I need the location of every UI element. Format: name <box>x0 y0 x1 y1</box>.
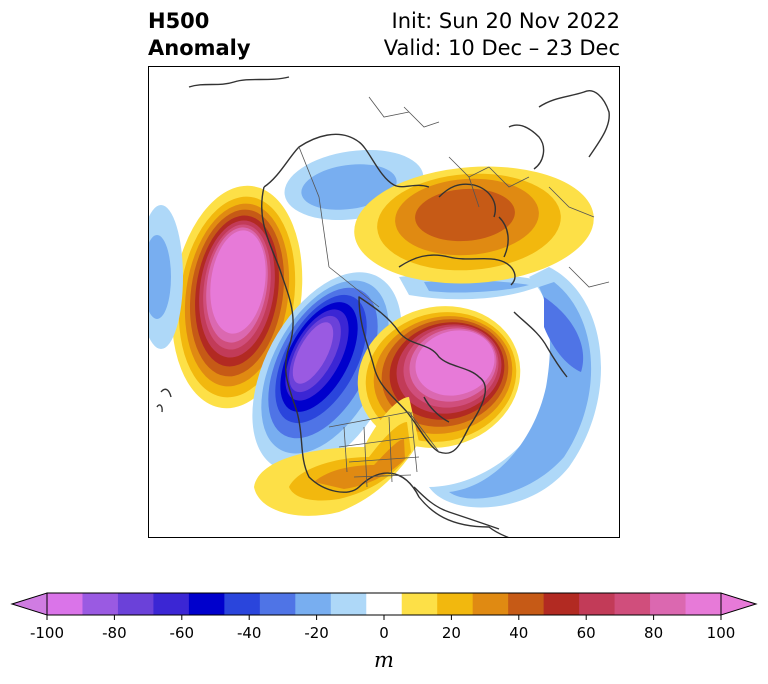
colorbar-tick-label: -100 <box>29 624 65 642</box>
colorbar-segment <box>508 593 545 615</box>
colorbar-segment <box>188 593 225 615</box>
colorbar-tick-label: 60 <box>576 624 596 642</box>
colorbar-tick-label: 80 <box>644 624 664 642</box>
colorbar-segment <box>259 593 296 615</box>
colorbar-segment <box>401 593 438 615</box>
colorbar-tick-label: 100 <box>706 624 736 642</box>
colorbar-strip <box>10 592 758 620</box>
map-canvas <box>149 67 619 537</box>
colorbar-tick-label: -80 <box>102 624 127 642</box>
colorbar-tick-label: 0 <box>379 624 389 642</box>
north-atlantic-trough <box>399 267 602 508</box>
colorbar-segment <box>82 593 119 615</box>
colorbar-over-arrow <box>720 592 758 616</box>
colorbar-segment <box>153 593 190 615</box>
colorbar-tick-label: -20 <box>304 624 329 642</box>
colorbar-segment <box>437 593 474 615</box>
colorbar-segment <box>472 593 509 615</box>
colorbar-segment <box>47 593 83 615</box>
political-borders <box>298 96 610 488</box>
colorbar-segment <box>366 593 403 615</box>
colorbar-segment <box>579 593 616 615</box>
eastern-canada-ridge <box>357 306 521 448</box>
colorbar-segment <box>614 593 651 615</box>
colorbar-segment <box>330 593 367 615</box>
map-title: H500 Anomaly <box>148 9 251 60</box>
forecast-times: Init: Sun 20 Nov 2022 Valid: 10 Dec – 23… <box>384 8 620 62</box>
europe-ridge <box>354 166 594 284</box>
colorbar-segment <box>295 593 332 615</box>
colorbar-tick-label: 20 <box>441 624 461 642</box>
colorbar-segment <box>650 593 687 615</box>
colorbar-tick-label: -60 <box>169 624 195 642</box>
colorbar-segment <box>685 593 722 615</box>
colorbar-segment <box>543 593 580 615</box>
anomaly-map <box>148 66 620 538</box>
valid-time: Valid: 10 Dec – 23 Dec <box>383 36 620 60</box>
colorbar-tick-label: -40 <box>236 624 262 642</box>
western-na-trough <box>252 272 402 472</box>
colorbar: -100 -80 -60 -40 -20 0 20 40 60 80 100 m <box>0 590 768 680</box>
colorbar-tick-label: 40 <box>509 624 529 642</box>
southern-us-ridge <box>254 397 419 516</box>
colorbar-segment <box>224 593 261 615</box>
colorbar-under-arrow <box>10 592 48 616</box>
coastlines <box>156 76 610 537</box>
colorbar-unit: m <box>374 648 394 672</box>
init-time: Init: Sun 20 Nov 2022 <box>391 9 620 33</box>
colorbar-segment <box>117 593 154 615</box>
west-pacific-trough <box>149 205 183 349</box>
